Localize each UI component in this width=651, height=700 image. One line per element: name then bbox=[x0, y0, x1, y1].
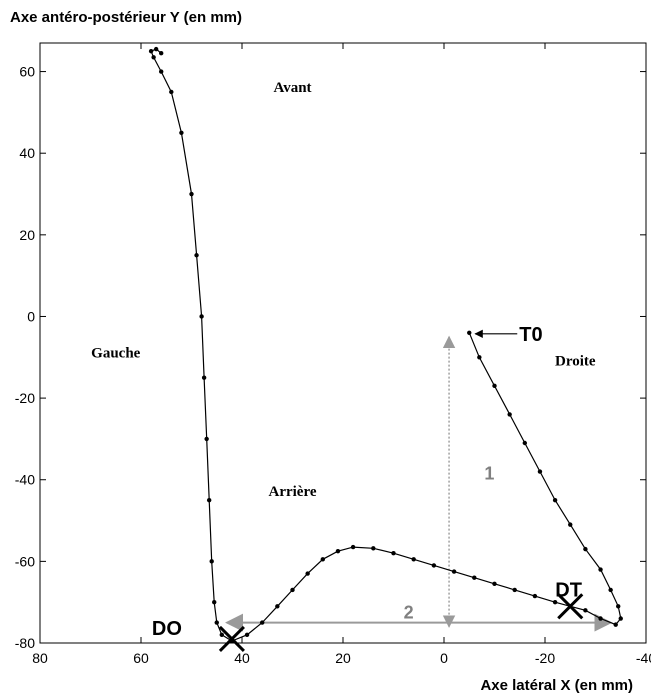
y-tick-label: -40 bbox=[15, 472, 35, 488]
trajectory-point bbox=[350, 544, 356, 550]
trajectory-point bbox=[477, 355, 482, 360]
trajectory-point bbox=[537, 469, 543, 474]
trajectory-point bbox=[391, 551, 396, 556]
trajectory-point bbox=[204, 436, 209, 442]
trajectory-point bbox=[194, 253, 199, 258]
y-tick-label: 0 bbox=[27, 308, 35, 324]
trajectory-point bbox=[148, 48, 154, 54]
marker-do-cross-2 bbox=[218, 625, 245, 652]
trajectory-point bbox=[613, 622, 618, 627]
annotation-2: 2 bbox=[404, 603, 414, 623]
region-label: Droite bbox=[555, 353, 596, 369]
trajectory-point bbox=[275, 604, 280, 609]
trajectory-point bbox=[320, 557, 325, 562]
trajectory-point bbox=[335, 548, 341, 554]
trajectory-point bbox=[618, 616, 623, 621]
trajectory-point bbox=[522, 440, 527, 446]
x-ticks: 80 60 40 20 0 -20 -40 bbox=[32, 43, 651, 666]
trajectory-point bbox=[189, 191, 194, 197]
x-axis-label: Axe latéral X (en mm) bbox=[480, 677, 633, 694]
trajectory-point bbox=[169, 89, 174, 95]
trajectory-point bbox=[583, 608, 588, 613]
region-labels: Avant Gauche Droite Arrière bbox=[91, 80, 596, 500]
x-tick-label: 0 bbox=[440, 650, 448, 666]
trajectory-point bbox=[209, 559, 214, 564]
trajectory-point bbox=[492, 581, 497, 587]
trajectory-point bbox=[201, 375, 207, 380]
trajectory-point bbox=[583, 546, 588, 552]
trajectory-point bbox=[305, 571, 310, 576]
marker-dt-cross-2 bbox=[557, 593, 584, 620]
marker-t0: T0 bbox=[474, 324, 543, 346]
trajectory-point bbox=[159, 69, 164, 74]
trajectory-point bbox=[371, 546, 376, 551]
trajectory-point bbox=[260, 620, 265, 625]
marker-dt-label: DT bbox=[555, 579, 582, 601]
trajectory-point bbox=[214, 620, 219, 625]
x-tick-label: 80 bbox=[32, 650, 48, 666]
trajectory-point bbox=[451, 569, 457, 574]
y-tick-label: 40 bbox=[19, 145, 35, 161]
trajectory-point bbox=[159, 51, 164, 56]
y-ticks: 60 40 20 0 -20 -40 -60 -80 bbox=[15, 64, 646, 651]
region-label: Gauche bbox=[91, 345, 141, 361]
y-tick-label: -80 bbox=[15, 635, 35, 651]
trajectory-point bbox=[507, 412, 512, 417]
trajectory-point bbox=[532, 593, 538, 599]
annotation-1: 1 bbox=[484, 464, 494, 484]
y-tick-label: 60 bbox=[19, 64, 35, 80]
x-tick-label: 40 bbox=[234, 650, 250, 666]
trajectory-point bbox=[179, 130, 184, 135]
marker-do-label: DO bbox=[152, 618, 182, 640]
y-tick-label: -60 bbox=[15, 553, 35, 569]
trajectory-point bbox=[244, 632, 250, 638]
plot-frame bbox=[39, 42, 647, 644]
trajectory-points bbox=[148, 46, 623, 644]
trajectory-point bbox=[151, 55, 156, 60]
trajectory-point bbox=[467, 330, 472, 335]
marker-do: DO bbox=[152, 618, 245, 652]
trajectory-point bbox=[199, 314, 204, 319]
x-tick-label: 60 bbox=[133, 650, 149, 666]
trajectory-point bbox=[431, 563, 437, 568]
region-label: Arrière bbox=[268, 484, 316, 500]
trajectory-point bbox=[153, 46, 159, 52]
x-tick-label: 20 bbox=[335, 650, 351, 666]
region-label: Avant bbox=[273, 80, 311, 96]
trajectory-point bbox=[206, 497, 212, 503]
x-tick-label: -40 bbox=[636, 650, 651, 666]
y-tick-label: 20 bbox=[19, 227, 35, 243]
trajectory-point bbox=[512, 587, 517, 593]
trajectory-point bbox=[552, 599, 558, 605]
trajectory-point bbox=[608, 587, 613, 593]
trajectory-series-line bbox=[150, 48, 622, 642]
trajectory-point bbox=[411, 557, 416, 562]
trajectory-point bbox=[212, 599, 217, 605]
y-axis-label: Axe antéro-postérieur Y (en mm) bbox=[10, 9, 242, 26]
y-tick-label: -20 bbox=[15, 390, 35, 406]
trajectory-point bbox=[616, 604, 621, 609]
trajectory-point bbox=[568, 522, 573, 527]
trajectory-point bbox=[552, 497, 558, 503]
trajectory-point bbox=[290, 587, 295, 593]
trajectory-point bbox=[492, 383, 497, 389]
marker-t0-label: T0 bbox=[519, 324, 542, 346]
trajectory-point bbox=[598, 616, 603, 621]
trajectory-point bbox=[472, 575, 477, 580]
marker-dt: DT bbox=[555, 579, 584, 620]
trajectory-point bbox=[219, 632, 224, 638]
x-tick-label: -20 bbox=[535, 650, 555, 666]
trajectory-point bbox=[598, 567, 603, 572]
